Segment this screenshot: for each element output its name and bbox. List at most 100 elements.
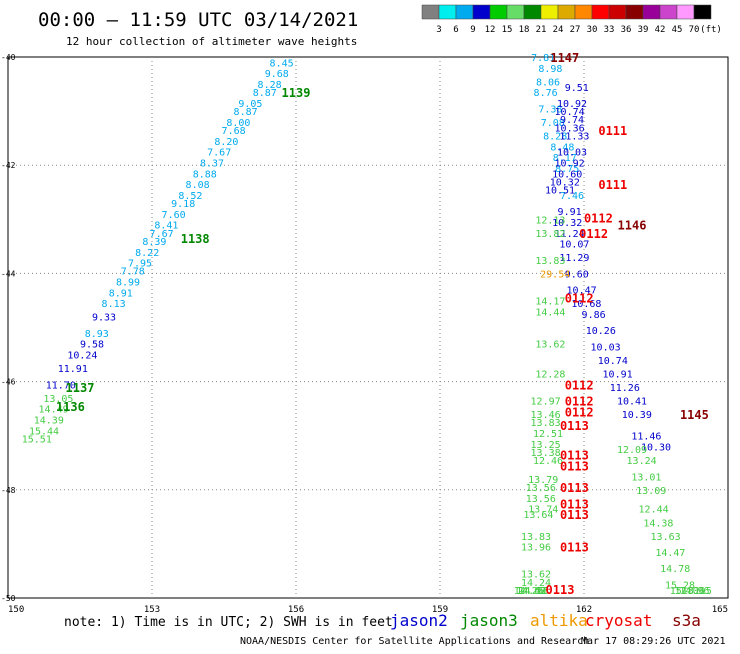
track-number-label: 0112	[565, 405, 594, 419]
wave-height-label: 8.06	[536, 77, 560, 88]
color-scale-label: 27	[570, 25, 581, 35]
wave-height-label: 9.58	[80, 340, 104, 351]
legend-note: note: 1) Time is in UTC; 2) SWH is in fe…	[64, 615, 393, 630]
legend-item-altika: altika	[530, 611, 588, 630]
wave-height-label: 8.52	[178, 191, 202, 202]
wave-height-label: 14.78	[660, 564, 690, 575]
wave-height-label: 8.48	[550, 142, 574, 153]
color-scale-swatch	[472, 4, 491, 20]
color-scale-label: (ft)	[700, 25, 722, 35]
track-number-label: 0111	[598, 124, 627, 138]
wave-height-label: 7.38	[538, 104, 562, 115]
y-tick-label: -42	[1, 161, 16, 170]
wave-height-label: 8.28	[258, 80, 282, 91]
color-scale-label: 36	[621, 25, 632, 35]
wave-height-label: 13.62	[521, 570, 551, 581]
wave-height-label: 9.05	[238, 99, 262, 110]
wave-height-label: 10.74	[555, 107, 585, 118]
wave-height-label: 12.97	[531, 397, 561, 408]
y-tick-label: -46	[1, 378, 16, 387]
wave-height-label: 9.33	[92, 313, 116, 324]
wave-height-label: 8.75	[555, 164, 579, 175]
color-scale-legend: 3 6 9 12 15 18 21 24 27 30 33 36 39 42 45 70 (ft)	[421, 4, 722, 35]
track-number-label: 0112	[565, 292, 594, 306]
color-scale-swatch	[540, 4, 559, 20]
wave-height-label: 15.51	[22, 434, 52, 445]
wave-height-label: 15.81	[670, 586, 700, 597]
track-number-label: 1139	[282, 86, 311, 100]
wave-height-label: 12.09	[617, 445, 647, 456]
track-number-label: 0112	[584, 212, 613, 226]
wave-height-label: 10.41	[617, 397, 647, 408]
track-number-label: 1147	[550, 51, 579, 65]
wave-height-label: 8.93	[85, 329, 109, 340]
wave-height-label: 14.17	[535, 296, 565, 307]
track-number-label: 1138	[181, 232, 210, 246]
wave-height-label: 13.83	[535, 256, 565, 267]
wave-height-label: 7.68	[222, 126, 246, 137]
wave-height-label: 11.29	[559, 253, 589, 264]
wave-height-label: 13.96	[521, 543, 551, 554]
wave-height-label: 9.18	[171, 199, 195, 210]
wave-height-label: 8.98	[538, 64, 562, 75]
wave-height-label: 8.13	[102, 299, 126, 310]
wave-height-label: 8.87	[234, 107, 258, 118]
y-tick-label: -44	[1, 269, 16, 278]
wave-height-label: 10.03	[591, 342, 621, 353]
color-scale-label: 33	[604, 25, 615, 35]
wave-height-label: 13.62	[535, 340, 565, 351]
legend-item-cryosat: cryosat	[585, 611, 652, 630]
wave-height-label: 8.22	[135, 248, 159, 259]
x-tick-label: 165	[712, 605, 728, 615]
wave-height-label: 13.82	[535, 229, 565, 240]
wave-height-label: 10.24	[67, 351, 97, 362]
wave-height-label: 10.91	[603, 369, 633, 380]
wave-height-label: 8.88	[193, 169, 217, 180]
chart-title: 00:00 – 11:59 UTC 03/14/2021	[38, 9, 358, 31]
color-scale-swatch	[489, 4, 508, 20]
legend-item-s3a: s3a	[672, 611, 701, 630]
track-number-label: 1146	[618, 219, 647, 233]
wave-height-label: 8.17	[553, 153, 577, 164]
wave-height-label: 13.05	[43, 394, 73, 405]
x-tick-label: 150	[8, 605, 24, 615]
wave-height-label: 10.32	[552, 218, 582, 229]
color-scale-swatch	[693, 4, 712, 20]
x-tick-label: 162	[576, 605, 592, 615]
track-number-label: 0112	[579, 227, 608, 241]
wave-height-label: 10.26	[586, 326, 616, 337]
wave-height-label: 10.30	[641, 443, 671, 454]
legend-item-jason3: jason3	[460, 611, 518, 630]
wave-height-label: 11.26	[610, 383, 640, 394]
color-scale-swatch	[659, 4, 678, 20]
wave-height-label: 14.96	[679, 586, 709, 597]
wave-height-label: 13.56	[526, 483, 556, 494]
wave-height-label: 9.51	[565, 83, 589, 94]
wave-height-label: 10.39	[622, 410, 652, 421]
wave-height-label: 14.38	[643, 518, 673, 529]
y-tick-label: -48	[1, 486, 16, 495]
track-number-label: 0113	[560, 481, 589, 495]
wave-height-label: 12.28	[535, 369, 565, 380]
wave-height-label: 10.47	[567, 286, 597, 297]
wave-height-label: 13.01	[631, 472, 661, 483]
wave-height-label: 13.24	[627, 456, 657, 467]
wave-height-label: 10.36	[555, 123, 585, 134]
color-scale-swatch	[523, 4, 542, 20]
wave-height-label: 7.60	[162, 210, 186, 221]
wave-height-label: 7.78	[121, 267, 145, 278]
wave-height-label: 15.28	[665, 580, 695, 591]
wave-height-label: 13.09	[636, 486, 666, 497]
wave-height-label: 14.49	[39, 405, 69, 416]
grid-lines	[8, 57, 728, 598]
wave-height-label: 15.15	[682, 586, 712, 597]
color-scale-swatch	[421, 4, 440, 20]
track-number-label: 0113	[560, 459, 589, 473]
wave-height-label: 14.56	[519, 586, 549, 597]
wave-height-label: 15.44	[29, 426, 59, 437]
color-scale-swatch	[625, 4, 644, 20]
track-number-label: 0112	[565, 378, 594, 392]
wave-height-label: 13.56	[526, 494, 556, 505]
